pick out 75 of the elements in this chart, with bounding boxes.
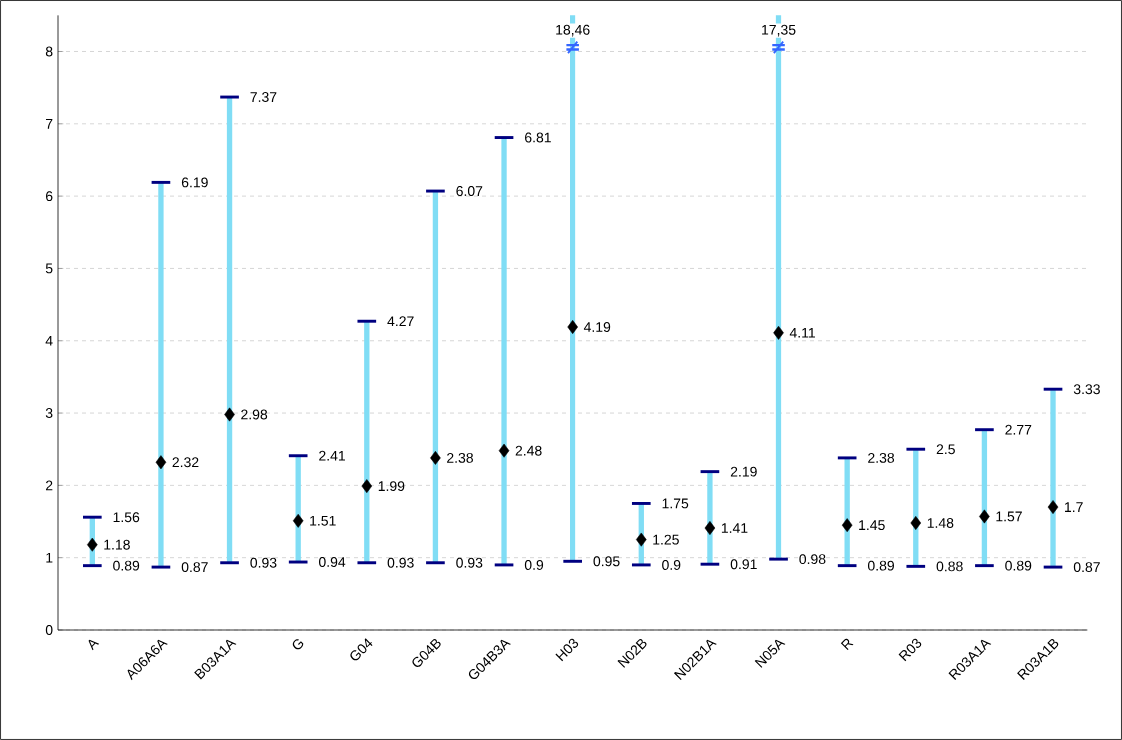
annotation: 6.19 <box>181 177 208 188</box>
y-tick-label: 6 <box>45 191 53 202</box>
annotation: 0.94 <box>318 557 346 567</box>
point <box>292 513 304 528</box>
annotation: 0.91 <box>730 559 757 570</box>
annotation: 2.19 <box>730 466 757 477</box>
annotation: 1.75 <box>662 498 689 509</box>
annotation: 0.98 <box>799 554 826 565</box>
x-tick-label: R <box>840 638 854 651</box>
annotation: 0.93 <box>387 557 414 568</box>
data-label: 1.18 <box>104 539 130 550</box>
annotation: 0.95 <box>593 556 620 567</box>
data-label: 1.51 <box>310 515 336 526</box>
point <box>430 450 441 465</box>
annotation: 0.89 <box>867 560 894 571</box>
annotation: 0.87 <box>181 562 208 573</box>
annotation: 2.41 <box>319 450 345 461</box>
annotation: 0.87 <box>1073 562 1100 573</box>
annotation: 7.37 <box>250 92 277 103</box>
point <box>910 516 922 530</box>
data-label: 2.38 <box>447 452 473 463</box>
y-tick-label: 0 <box>45 625 53 635</box>
data-label: 1.99 <box>378 481 405 492</box>
point <box>155 455 167 470</box>
annotation: 0.88 <box>936 561 963 572</box>
y-tick-label: 8 <box>45 46 53 57</box>
data-label: 1.7 <box>1065 502 1083 512</box>
x-tick-label: A <box>88 639 100 651</box>
data-label: 4.11 <box>789 327 815 338</box>
annotation: 0.9 <box>524 559 544 570</box>
y-tick-label: 2 <box>45 480 53 491</box>
y-tick-label: 1 <box>46 552 53 563</box>
data-label: 1.25 <box>653 534 679 545</box>
point <box>1047 500 1059 514</box>
annotation: 0.89 <box>113 560 140 571</box>
y-tick-label: 3 <box>45 408 53 419</box>
point <box>361 479 373 494</box>
annotation: 6.81 <box>525 132 551 143</box>
annotation: 18,46 <box>556 24 590 37</box>
annotation: 6.07 <box>456 186 483 197</box>
data-label: 2.32 <box>172 457 199 468</box>
y-tick-label: 7 <box>45 119 53 129</box>
data-label: 4.19 <box>583 322 611 332</box>
point <box>567 320 578 334</box>
annotation: 4.27 <box>387 316 414 327</box>
data-label: 1.41 <box>721 523 748 533</box>
y-tick-label: 4 <box>45 335 53 346</box>
x-tick-label: R03 <box>898 638 922 662</box>
annotation: 0.9 <box>662 559 681 570</box>
point <box>636 532 647 547</box>
data-label: 2.98 <box>241 409 268 420</box>
annotation: 0.93 <box>250 557 277 568</box>
annotation: 2.77 <box>1005 424 1032 435</box>
point <box>224 407 235 422</box>
point <box>498 443 510 458</box>
annotation: 0.89 <box>1005 560 1032 571</box>
annotation: 3.33 <box>1073 384 1100 395</box>
point <box>841 518 853 533</box>
data-label: 1.57 <box>996 511 1022 522</box>
annotation: 0.93 <box>456 557 483 568</box>
point <box>979 509 990 524</box>
data-label: 2.48 <box>515 445 542 456</box>
point <box>773 325 784 340</box>
annotation: 2.38 <box>868 452 895 463</box>
x-tick-label: G <box>292 639 304 650</box>
y-tick-label: 5 <box>45 263 53 274</box>
x-tick-label: G04 <box>350 638 373 661</box>
data-label: 1.45 <box>859 520 885 531</box>
point <box>704 521 716 535</box>
annotation: 2.5 <box>936 444 955 455</box>
annotation: 17,35 <box>762 24 796 37</box>
data-label: 1.48 <box>927 518 954 528</box>
point <box>87 537 98 552</box>
annotation: 1.56 <box>113 512 140 523</box>
x-tick-label: H03 <box>555 638 579 662</box>
